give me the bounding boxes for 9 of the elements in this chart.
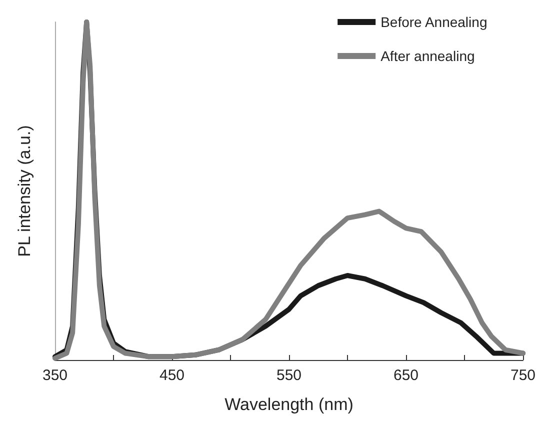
x-tick-label: 450 [159, 367, 185, 384]
x-tick-label: 750 [510, 367, 536, 384]
legend-label: After annealing [380, 48, 475, 64]
x-tick-label: 650 [393, 367, 419, 384]
x-tick-label: 350 [42, 367, 68, 384]
x-tick-label: 550 [276, 367, 302, 384]
y-axis-title: PL intensity (a.u.) [15, 125, 34, 257]
legend-label: Before Annealing [380, 14, 488, 30]
x-axis-title: Wavelength (nm) [224, 395, 354, 414]
